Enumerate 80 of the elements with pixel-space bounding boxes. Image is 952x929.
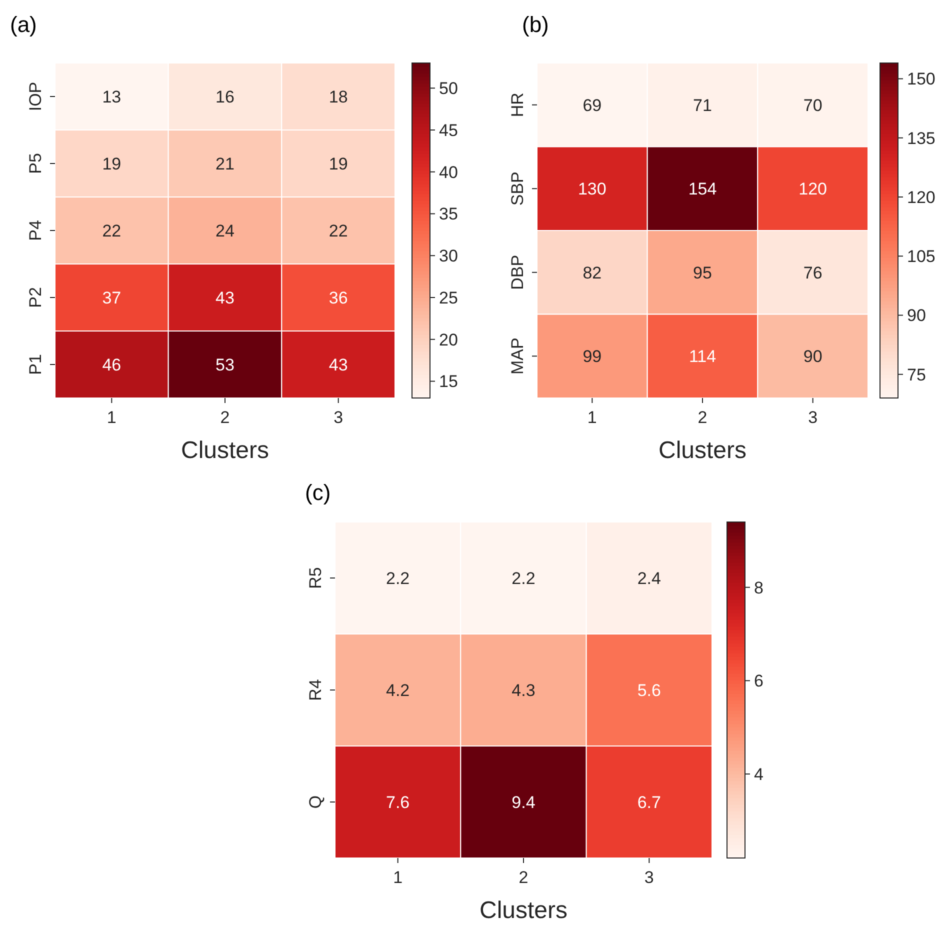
x-axis-title: Clusters [658, 437, 747, 464]
data-label: 16 [216, 87, 234, 106]
data-label: 7.6 [386, 792, 410, 812]
y-tick-label: MAP [508, 338, 527, 375]
color-bar-label: 8 [754, 578, 764, 598]
y-tick-label: Q [306, 795, 325, 809]
data-label: 69 [582, 96, 602, 115]
data-label: 19 [102, 154, 122, 174]
data-label: 2.2 [386, 568, 410, 588]
x-tick-label: 1 [106, 408, 116, 427]
x-tick-label: 3 [644, 868, 654, 887]
x-tick-label: 3 [334, 408, 344, 427]
data-label: 5.6 [637, 680, 661, 700]
data-label: 43 [216, 288, 234, 308]
data-label: 46 [102, 355, 122, 374]
data-label: 19 [328, 154, 348, 174]
data-label: 114 [688, 347, 716, 366]
data-label: 99 [582, 347, 602, 366]
data-label: 24 [216, 221, 234, 240]
color-bar-label: 30 [439, 246, 458, 266]
data-label: 76 [803, 263, 822, 282]
x-axis-title: Clusters [479, 897, 568, 924]
data-label: 37 [102, 288, 122, 308]
data-label: 4.3 [512, 680, 536, 700]
y-tick-label: P2 [26, 287, 45, 308]
y-tick-label: R4 [306, 679, 325, 701]
y-tick-label: HR [508, 92, 527, 118]
color-bar-label: 135 [907, 128, 936, 148]
color-bar-label: 120 [907, 188, 936, 207]
data-label: 4.2 [386, 680, 410, 700]
color-bar-label: 40 [439, 162, 458, 182]
x-tick-label: 2 [698, 408, 708, 427]
data-label: 6.7 [637, 792, 661, 812]
data-label: 2.4 [637, 568, 661, 588]
color-bar-label: 50 [439, 79, 458, 98]
data-label: 120 [798, 180, 828, 199]
data-label: 70 [803, 96, 822, 115]
y-tick-label: DBP [508, 254, 527, 290]
data-label: 95 [693, 263, 712, 282]
color-bar-label: 15 [439, 372, 458, 392]
data-label: 22 [328, 221, 348, 240]
data-label: 154 [688, 180, 717, 199]
data-label: 71 [693, 96, 712, 115]
data-label: 36 [328, 288, 348, 308]
color-bar-label: 20 [439, 330, 458, 350]
x-tick-label: 2 [518, 868, 528, 887]
color-bar-label: 105 [907, 247, 936, 266]
color-bar-label: 25 [439, 288, 458, 308]
color-bar-label: 6 [754, 672, 764, 691]
x-axis-title: Clusters [180, 437, 270, 464]
chart-title: (b) [522, 12, 549, 37]
data-label: 2.2 [512, 568, 536, 588]
color-bar-label: 90 [907, 306, 926, 326]
color-bar-label: 35 [439, 204, 458, 224]
data-label: 90 [803, 347, 822, 366]
x-tick-label: 1 [393, 868, 403, 887]
color-bar-label: 4 [754, 764, 764, 784]
x-tick-label: 2 [220, 408, 230, 427]
y-tick-label: P5 [26, 153, 45, 174]
chart-title: (c) [305, 480, 331, 505]
x-tick-label: 1 [587, 408, 597, 427]
data-label: 82 [582, 263, 602, 282]
data-label: 21 [216, 154, 234, 174]
data-label: 22 [102, 221, 122, 240]
y-tick-label: IOP [26, 82, 45, 112]
data-label: 13 [102, 87, 122, 106]
chart-title: (a) [10, 12, 37, 37]
y-tick-label: P1 [26, 354, 45, 375]
data-label: 53 [216, 355, 234, 374]
data-label: 18 [328, 87, 348, 106]
y-tick-label: SBP [508, 172, 527, 206]
x-tick-label: 3 [808, 408, 818, 427]
color-bar-label: 150 [907, 70, 936, 89]
color-bar-label: 75 [907, 365, 926, 384]
color-bar-label: 45 [439, 120, 458, 140]
y-tick-label: R5 [306, 567, 325, 589]
y-tick-label: P4 [26, 220, 45, 241]
data-label: 43 [328, 355, 348, 374]
data-label: 130 [578, 180, 606, 199]
data-label: 9.4 [512, 792, 536, 812]
